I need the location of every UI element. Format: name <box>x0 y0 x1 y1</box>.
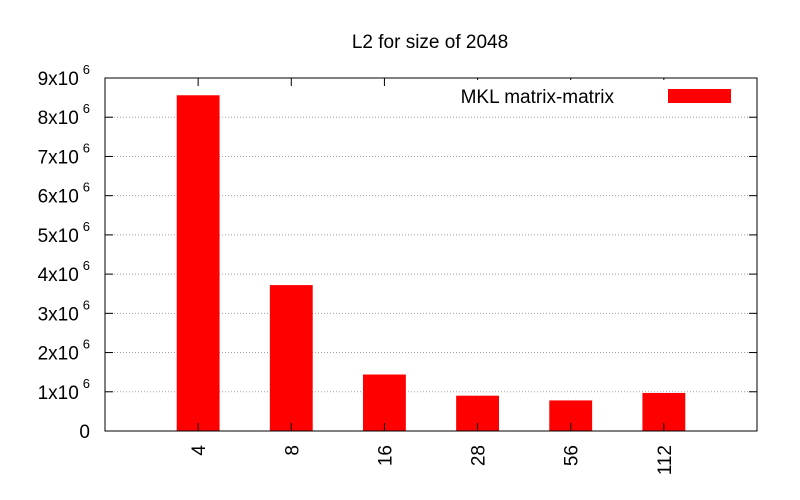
x-tick-label: 28 <box>469 445 490 466</box>
y-tick-label: 9x10 6 <box>38 62 90 90</box>
x-axis-ticks: 4 8 16 28 56 112 <box>189 78 676 475</box>
y-tick-label: 6x10 6 <box>38 180 90 208</box>
y-tick-label: 8x10 6 <box>38 101 90 129</box>
legend: MKL matrix-matrix <box>405 80 745 110</box>
x-tick-label: 8 <box>282 445 303 456</box>
y-tick-label: 1x10 6 <box>38 376 90 404</box>
y-tick-label: 0 <box>79 422 90 443</box>
y-axis-ticks: 0 1x10 6 2x10 6 3x10 6 4x10 6 5x10 6 6x10 6 7x10 6 8x10… <box>38 62 757 443</box>
y-tick-label: 3x10 6 <box>38 297 90 325</box>
plot-frame <box>104 77 758 432</box>
legend-label: MKL matrix-matrix <box>461 87 615 108</box>
x-tick-label: 16 <box>375 445 396 466</box>
x-tick-label: 4 <box>189 445 210 456</box>
y-tick-label: 2x10 6 <box>38 337 90 365</box>
y-tick-label: 7x10 6 <box>38 140 90 168</box>
bar-16 <box>363 374 406 431</box>
bar-4 <box>176 95 220 431</box>
y-tick-label: 5x10 6 <box>38 219 90 247</box>
y-tick-label: 4x10 6 <box>38 258 90 286</box>
x-tick-label: 56 <box>562 445 583 466</box>
legend-swatch <box>668 89 731 103</box>
bars <box>176 95 686 431</box>
chart-title: L2 for size of 2048 <box>352 32 508 53</box>
bar-8 <box>269 285 313 431</box>
x-tick-label: 112 <box>655 445 676 475</box>
